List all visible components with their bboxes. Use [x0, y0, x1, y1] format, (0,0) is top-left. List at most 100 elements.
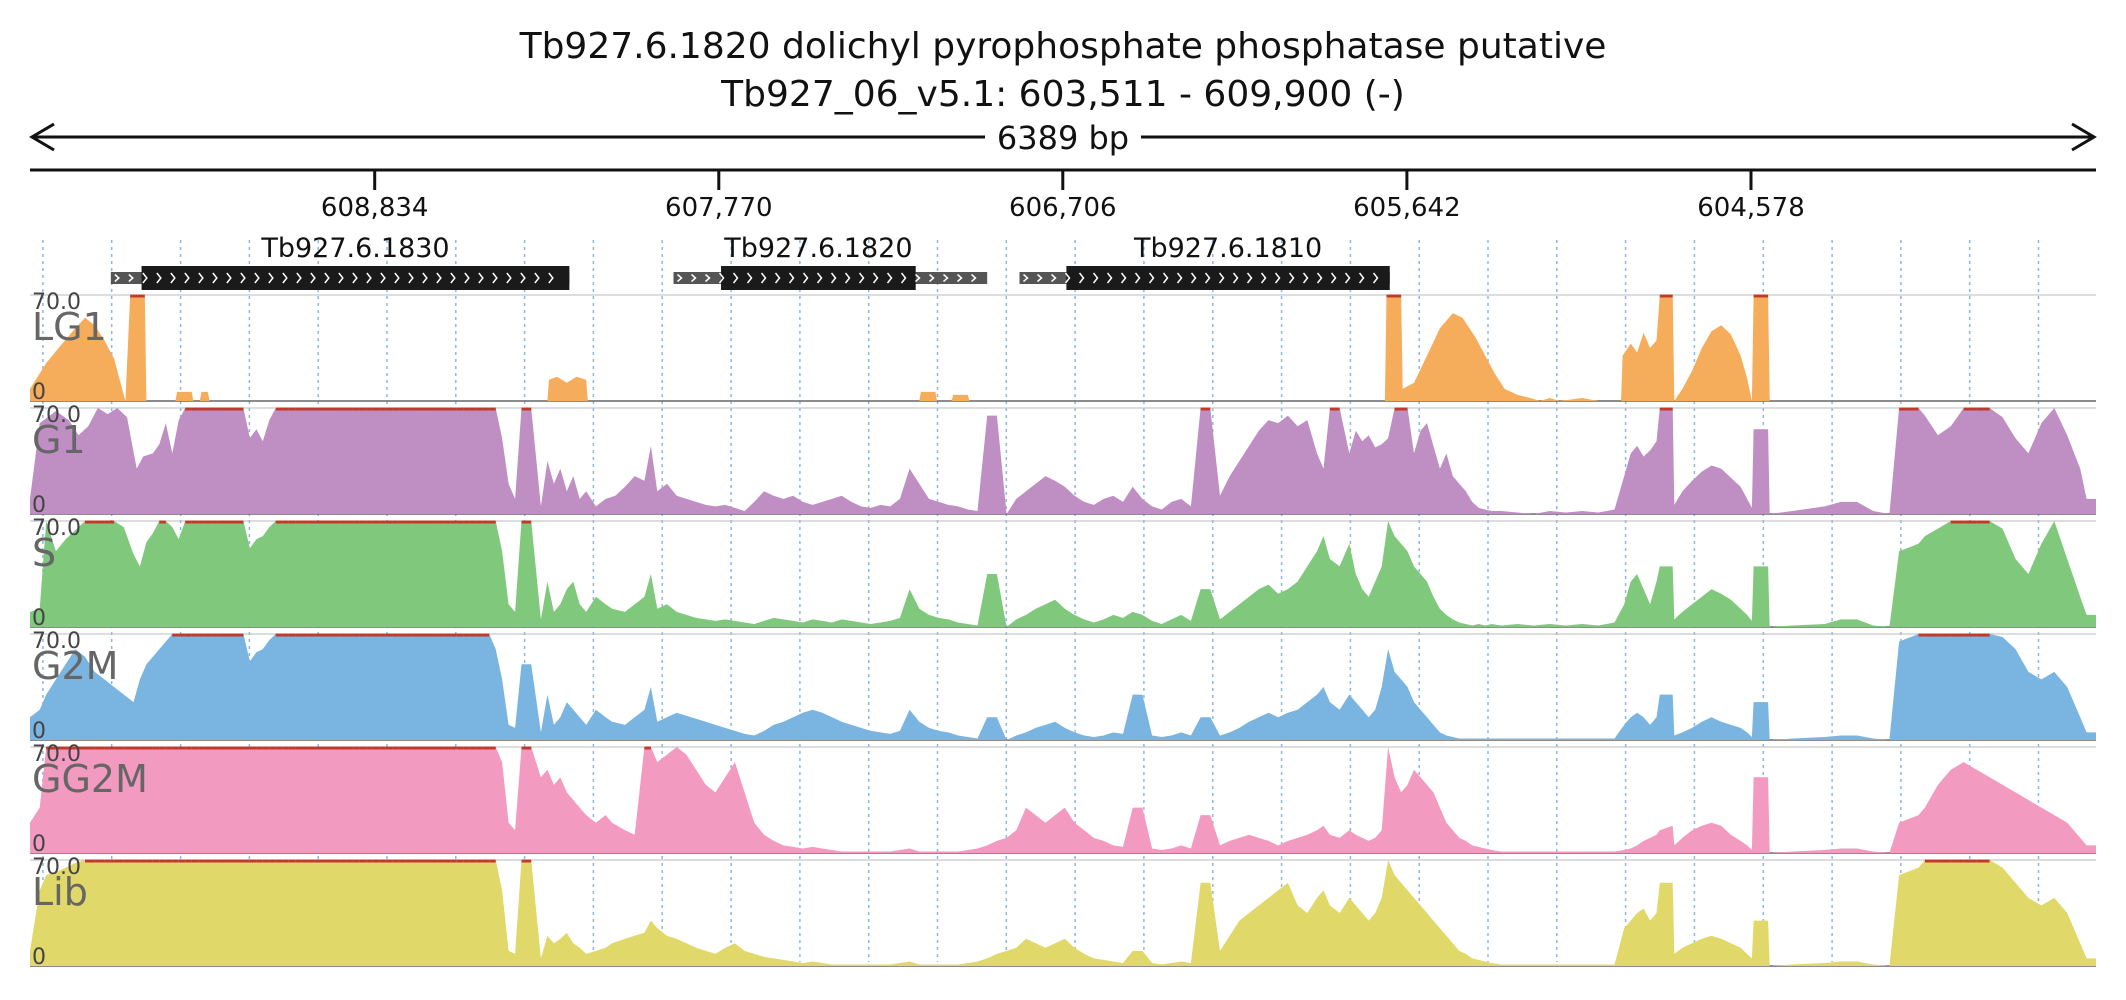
x-tick-label-3: 605,642	[1353, 193, 1461, 223]
strand-chevron	[254, 272, 260, 284]
strand-chevron	[1078, 272, 1085, 284]
strand-chevron	[746, 272, 753, 284]
strand-chevron	[732, 272, 739, 284]
gene-cds-0	[141, 266, 570, 290]
span-label: 6389 bp	[997, 119, 1129, 157]
x-tick-label-4: 604,578	[1697, 193, 1805, 223]
span-ruler: 6389 bp	[29, 119, 2097, 157]
y-max-label: 70.0	[32, 290, 81, 315]
y-min-label: 0	[32, 945, 46, 970]
strand-chevron	[1037, 273, 1043, 283]
strand-chevron	[1051, 273, 1057, 283]
y-min-label: 0	[32, 719, 46, 744]
y-max-label: 70.0	[32, 516, 81, 541]
strand-chevron	[705, 273, 711, 283]
strand-chevron	[886, 272, 893, 284]
strand-chevron	[1204, 272, 1211, 284]
strand-chevron	[929, 273, 935, 283]
gene-track: Tb927.6.1830 Tb927.6.1820 Tb927.6.1810	[110, 233, 1390, 290]
strand-chevron	[156, 272, 162, 284]
y-max-label: 70.0	[32, 403, 81, 428]
strand-chevron	[1064, 272, 1071, 284]
x-tick-label-2: 606,706	[1009, 193, 1117, 223]
strand-chevron	[1162, 272, 1169, 284]
strand-chevron	[394, 272, 400, 284]
strand-chevron	[464, 272, 470, 284]
strand-chevron	[1274, 272, 1281, 284]
strand-chevron	[520, 272, 526, 284]
strand-chevron	[1344, 272, 1351, 284]
strand-chevron	[296, 272, 302, 284]
strand-chevron	[128, 273, 134, 283]
strand-chevron	[1372, 272, 1379, 284]
strand-chevron	[212, 272, 218, 284]
gene-label-2: Tb927.6.1810	[1133, 233, 1322, 264]
y-max-label: 70.0	[32, 855, 81, 880]
gene-strand-chevrons-1	[677, 272, 977, 284]
strand-chevron	[226, 272, 232, 284]
figure-title: Tb927.6.1820 dolichyl pyrophosphate phos…	[519, 26, 1607, 67]
gene-cds-1	[721, 266, 916, 290]
strand-chevron	[114, 273, 120, 283]
strand-chevron	[548, 272, 554, 284]
strand-chevron	[1023, 273, 1029, 283]
y-min-label: 0	[32, 493, 46, 518]
strand-chevron	[478, 272, 484, 284]
strand-chevron	[1302, 272, 1309, 284]
strand-chevron	[408, 272, 414, 284]
strand-chevron	[1190, 272, 1197, 284]
track-label-S: S	[32, 531, 56, 575]
strand-chevron	[760, 272, 767, 284]
gene-2: Tb927.6.1810	[1019, 233, 1390, 290]
y-max-label: 70.0	[32, 629, 81, 654]
strand-chevron	[282, 272, 288, 284]
y-min-label: 0	[32, 606, 46, 631]
gene-cds-2	[1066, 266, 1390, 290]
strand-chevron	[1176, 272, 1183, 284]
y-min-label: 0	[32, 380, 46, 405]
strand-chevron	[352, 272, 358, 284]
x-axis: 608,834 607,770 606,706 605,642 604,578	[30, 168, 2096, 223]
strand-chevron	[915, 273, 921, 283]
strand-chevron	[1218, 272, 1225, 284]
strand-chevron	[422, 272, 428, 284]
coverage-area-S	[30, 521, 2096, 627]
coverage-area-G2M	[30, 634, 2096, 740]
span-arrow-left-head	[29, 122, 55, 152]
y-max-label: 70.0	[32, 742, 81, 767]
strand-chevron	[943, 273, 949, 283]
grid-lines	[42, 240, 2040, 962]
strand-chevron	[1358, 272, 1365, 284]
strand-chevron	[774, 272, 781, 284]
strand-chevron	[450, 272, 456, 284]
strand-chevron	[1232, 272, 1239, 284]
strand-chevron	[1330, 272, 1337, 284]
strand-chevron	[170, 272, 176, 284]
strand-chevron	[1106, 272, 1113, 284]
strand-chevron	[142, 272, 148, 284]
strand-chevron	[1134, 272, 1141, 284]
strand-chevron	[506, 272, 512, 284]
gene-0: Tb927.6.1830	[110, 233, 570, 290]
strand-chevron	[184, 272, 190, 284]
strand-chevron	[844, 272, 851, 284]
strand-chevron	[718, 272, 725, 284]
coverage-area-GG2M	[30, 747, 2096, 853]
gene-strand-chevrons-0	[114, 272, 554, 284]
strand-chevron	[816, 272, 823, 284]
track-label-LG1: LG1	[32, 305, 107, 349]
strand-chevron	[380, 272, 386, 284]
y-min-label: 0	[32, 832, 46, 857]
track-label-G1: G1	[32, 418, 86, 462]
strand-chevron	[366, 272, 372, 284]
strand-chevron	[1260, 272, 1267, 284]
figure-subtitle: Tb927_06_v5.1: 603,511 - 609,900 (-)	[720, 74, 1405, 115]
strand-chevron	[436, 272, 442, 284]
strand-chevron	[1148, 272, 1155, 284]
